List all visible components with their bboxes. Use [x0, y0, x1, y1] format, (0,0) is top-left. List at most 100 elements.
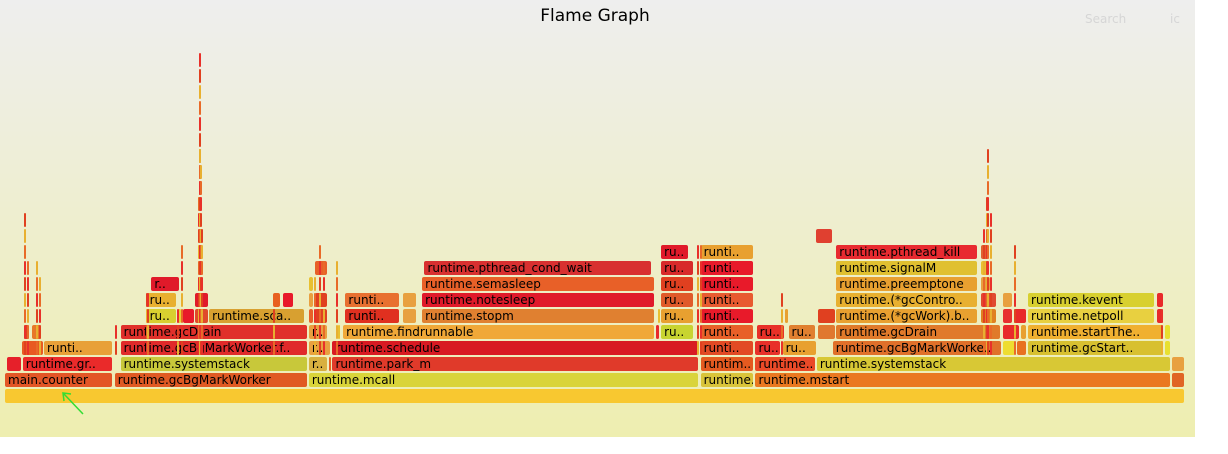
flame-frame[interactable]: runti.. — [345, 293, 400, 307]
flame-frame[interactable] — [1020, 325, 1026, 339]
flame-frame-spike[interactable] — [335, 261, 338, 275]
flame-frame-spike[interactable] — [982, 277, 985, 291]
flame-frame[interactable]: ru.. — [661, 325, 694, 339]
flame-frame-spike[interactable] — [987, 245, 990, 259]
flame-frame[interactable]: runtime.gcStart.. — [1028, 341, 1163, 355]
flame-frame-spike[interactable] — [39, 325, 42, 339]
flame-frame-spike[interactable] — [273, 309, 276, 323]
flame-frame-spike[interactable] — [24, 309, 27, 323]
flame-frame-spike[interactable] — [982, 261, 985, 275]
flame-frame-spike[interactable] — [147, 293, 150, 307]
flame-frame-spike[interactable] — [319, 261, 322, 275]
flame-frame-spike[interactable] — [697, 245, 700, 259]
flame-frame-spike[interactable] — [39, 341, 42, 355]
flame-frame-spike[interactable] — [200, 341, 203, 355]
flame-frame-spike[interactable] — [700, 277, 703, 291]
flame-frame-spike[interactable] — [199, 117, 202, 131]
flame-frame[interactable]: runtime.. — [700, 373, 754, 387]
flame-frame-spike[interactable] — [200, 197, 203, 211]
flame-frame-spike[interactable] — [24, 293, 27, 307]
flame-frame-spike[interactable] — [987, 325, 990, 339]
flame-frame-spike[interactable] — [147, 341, 150, 355]
flame-frame-spike[interactable] — [200, 293, 203, 307]
flame-frame-spike[interactable] — [176, 309, 179, 323]
flame-frame[interactable] — [308, 293, 314, 307]
flame-frame[interactable]: runti.. — [700, 245, 754, 259]
flame-frame-spike[interactable] — [989, 309, 992, 323]
flame-frame-spike[interactable] — [115, 341, 118, 355]
flame-frame-spike[interactable] — [987, 229, 990, 243]
flame-frame-spike[interactable] — [319, 293, 322, 307]
flame-frame[interactable] — [1002, 309, 1012, 323]
flame-frame[interactable]: runtime.notesleep — [422, 293, 655, 307]
flame-frame-spike[interactable] — [200, 277, 203, 291]
flame-frame-spike[interactable] — [199, 341, 202, 355]
flame-frame-spike[interactable] — [700, 341, 703, 355]
flame-frame[interactable]: runtime.kevent — [1028, 293, 1155, 307]
flame-frame[interactable] — [818, 325, 835, 339]
flame-frame[interactable]: ru.. — [661, 277, 694, 291]
flame-frame-spike[interactable] — [697, 261, 700, 275]
flame-frame-spike[interactable] — [24, 341, 27, 355]
flame-frame[interactable]: runtime.preemptone — [836, 277, 977, 291]
flame-frame-spike[interactable] — [24, 245, 27, 259]
flame-frame-spike[interactable] — [323, 293, 325, 307]
flame-frame-spike[interactable] — [313, 341, 316, 355]
flame-frame-spike[interactable] — [200, 325, 203, 339]
flame-frame-spike[interactable] — [176, 325, 179, 339]
flame-frame[interactable]: runtime.gr.. — [22, 357, 112, 371]
flame-frame[interactable] — [980, 277, 991, 291]
flame-frame[interactable]: runtime.park_m — [332, 357, 699, 371]
flame-frame[interactable] — [1164, 325, 1170, 339]
flame-frame[interactable]: runtime.systemstack — [120, 357, 307, 371]
flame-frame[interactable]: runti.. — [700, 309, 754, 323]
flame-frame-spike[interactable] — [36, 293, 39, 307]
flame-frame[interactable]: r.. — [308, 357, 328, 371]
flame-frame[interactable]: runtime.findrunnable — [343, 325, 655, 339]
flame-frame[interactable]: runtime.(*gcContro.. — [836, 293, 977, 307]
flame-frame-spike[interactable] — [199, 85, 202, 99]
flame-frame-spike[interactable] — [201, 309, 204, 323]
flame-frame-spike[interactable] — [982, 229, 985, 243]
flame-frame-spike[interactable] — [199, 309, 202, 323]
flame-frame-spike[interactable] — [146, 293, 148, 307]
flame-frame-spike[interactable] — [986, 197, 989, 211]
flame-frame[interactable]: runtime.pthread_kill — [836, 245, 977, 259]
flame-frame-spike[interactable] — [987, 149, 990, 163]
flame-frame-spike[interactable] — [989, 261, 992, 275]
flame-frame-spike[interactable] — [27, 341, 30, 355]
flame-frame-spike[interactable] — [199, 165, 202, 179]
flame-frame-spike[interactable] — [200, 229, 203, 243]
flame-frame-spike[interactable] — [313, 293, 316, 307]
flame-frame-spike[interactable] — [181, 293, 184, 307]
flame-frame-spike[interactable] — [987, 197, 990, 211]
flame-frame[interactable]: runti.. — [345, 309, 400, 323]
flame-frame-spike[interactable] — [697, 309, 700, 323]
flame-frame-spike[interactable] — [199, 213, 202, 227]
flame-frame-spike[interactable] — [1014, 261, 1017, 275]
flame-frame-spike[interactable] — [989, 341, 992, 355]
flame-frame-spike[interactable] — [323, 341, 325, 355]
flame-frame[interactable]: runtime.(*gcWork).b.. — [836, 309, 977, 323]
flame-frame-spike[interactable] — [323, 325, 325, 339]
flame-frame[interactable]: ru.. — [661, 293, 694, 307]
flame-frame[interactable] — [308, 277, 314, 291]
flame-frame-spike[interactable] — [147, 325, 150, 339]
flame-frame-spike[interactable] — [986, 293, 989, 307]
flame-frame-spike[interactable] — [982, 341, 985, 355]
flame-frame-spike[interactable] — [201, 229, 204, 243]
flame-frame[interactable]: runtime.systemstack — [816, 357, 1170, 371]
flame-frame-spike[interactable] — [199, 293, 202, 307]
flame-frame-spike[interactable] — [199, 149, 202, 163]
flame-frame-spike[interactable] — [1160, 341, 1163, 355]
flame-frame-spike[interactable] — [36, 261, 39, 275]
flame-frame[interactable]: runtime.mstart — [755, 373, 1170, 387]
flame-frame[interactable]: runtime.signalM — [836, 261, 977, 275]
flame-frame-spike[interactable] — [987, 165, 990, 179]
flame-frame-spike[interactable] — [181, 245, 184, 259]
flame-frame-spike[interactable] — [987, 293, 990, 307]
flame-frame[interactable]: runtime.gcBgMarkWorker.f.. — [120, 341, 307, 355]
flame-frame[interactable] — [1013, 309, 1026, 323]
flame-frame-spike[interactable] — [697, 277, 700, 291]
flame-frame-spike[interactable] — [987, 341, 990, 355]
